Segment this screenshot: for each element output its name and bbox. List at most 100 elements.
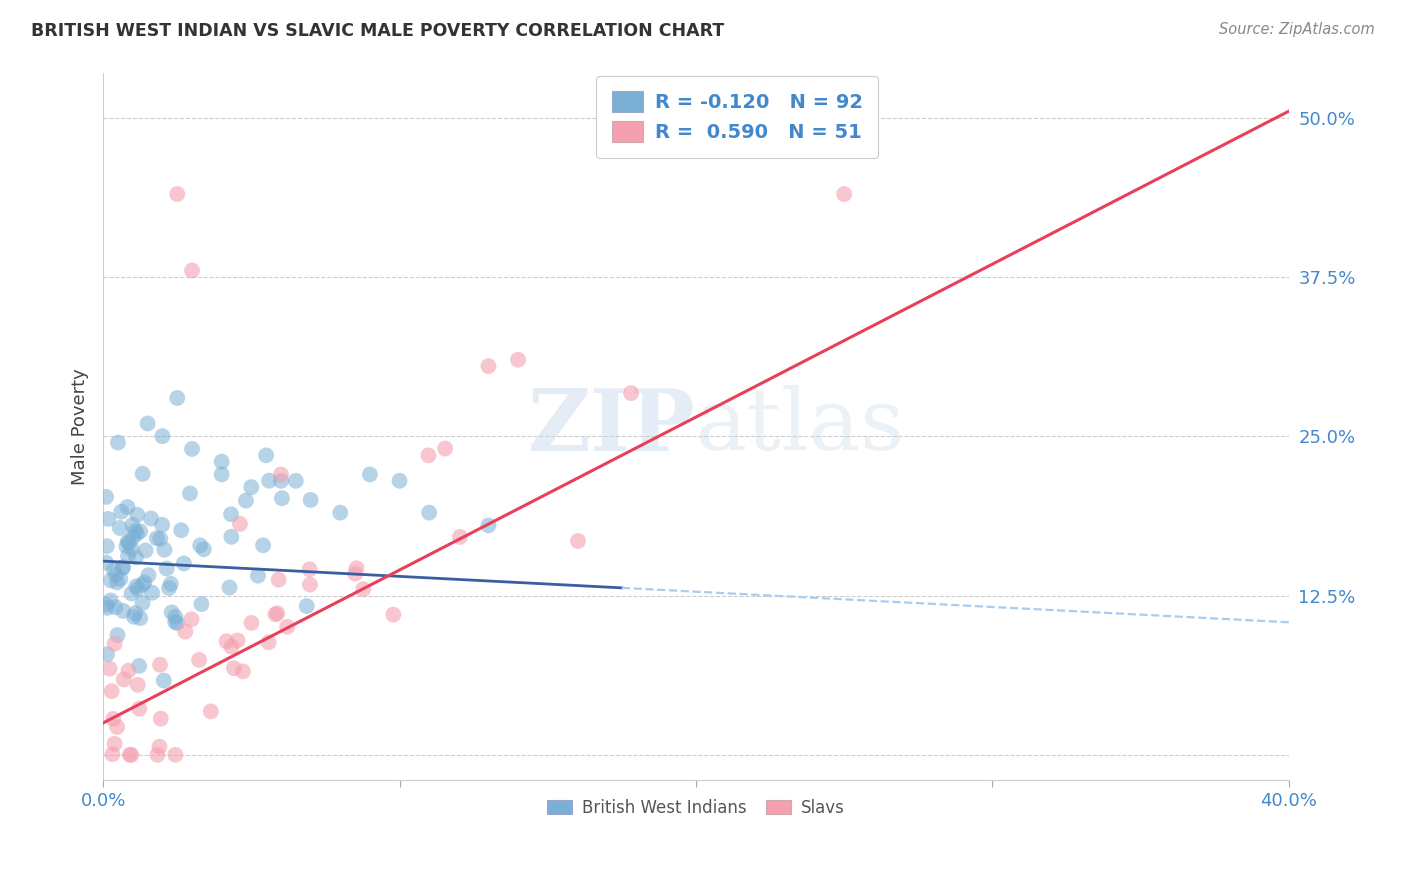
Point: [148, 739, 170, 754]
Point: [139, 511, 162, 525]
Point: [111, 560, 134, 574]
Point: [128, 702, 150, 716]
Point: [240, 615, 263, 630]
Point: [215, 634, 238, 648]
Point: [181, 263, 204, 277]
Point: [174, 624, 197, 639]
Point: [96, 600, 118, 615]
Point: [418, 448, 440, 462]
Point: [235, 493, 257, 508]
Point: [226, 633, 249, 648]
Point: [152, 429, 174, 443]
Point: [107, 435, 129, 450]
Text: atlas: atlas: [696, 385, 905, 468]
Point: [246, 568, 269, 582]
Point: [112, 673, 135, 687]
Point: [166, 391, 188, 405]
Point: [211, 455, 233, 469]
Point: [117, 534, 139, 549]
Point: [115, 539, 138, 553]
Point: [107, 628, 129, 642]
Point: [135, 543, 157, 558]
Point: [352, 582, 374, 596]
Point: [112, 604, 135, 618]
Point: [96, 647, 118, 661]
Point: [136, 417, 159, 431]
Point: [117, 500, 139, 514]
Point: [149, 712, 172, 726]
Point: [121, 518, 143, 533]
Point: [153, 542, 176, 557]
Point: [98, 662, 121, 676]
Point: [270, 467, 292, 482]
Point: [329, 506, 352, 520]
Point: [388, 474, 411, 488]
Point: [103, 712, 125, 726]
Point: [97, 512, 120, 526]
Point: [111, 560, 134, 574]
Point: [165, 610, 187, 624]
Point: [299, 492, 322, 507]
Text: ZIP: ZIP: [529, 384, 696, 468]
Point: [382, 607, 405, 622]
Point: [219, 508, 242, 522]
Point: [232, 665, 254, 679]
Point: [298, 562, 321, 576]
Point: [221, 640, 243, 654]
Point: [449, 530, 471, 544]
Point: [146, 531, 169, 545]
Point: [94, 598, 117, 612]
Point: [267, 573, 290, 587]
Point: [138, 568, 160, 582]
Point: [254, 448, 277, 462]
Point: [156, 561, 179, 575]
Point: [104, 567, 127, 582]
Point: [121, 586, 143, 600]
Point: [221, 530, 243, 544]
Point: [127, 508, 149, 522]
Point: [170, 523, 193, 537]
Point: [200, 704, 222, 718]
Point: [266, 607, 288, 621]
Point: [346, 561, 368, 575]
Point: [257, 474, 280, 488]
Point: [434, 442, 457, 456]
Point: [218, 581, 240, 595]
Point: [128, 659, 150, 673]
Point: [179, 486, 201, 500]
Point: [188, 653, 211, 667]
Point: [125, 526, 148, 541]
Point: [157, 581, 180, 595]
Point: [131, 467, 153, 481]
Point: [477, 518, 499, 533]
Point: [100, 684, 122, 698]
Point: [165, 747, 187, 762]
Point: [94, 556, 117, 570]
Point: [252, 538, 274, 552]
Text: BRITISH WEST INDIAN VS SLAVIC MALE POVERTY CORRELATION CHART: BRITISH WEST INDIAN VS SLAVIC MALE POVER…: [31, 22, 724, 40]
Point: [132, 577, 155, 591]
Point: [124, 524, 146, 538]
Point: [122, 609, 145, 624]
Point: [222, 661, 245, 675]
Point: [124, 606, 146, 620]
Point: [134, 575, 156, 590]
Point: [240, 480, 263, 494]
Point: [141, 585, 163, 599]
Point: [101, 747, 124, 762]
Point: [118, 536, 141, 550]
Point: [118, 747, 141, 762]
Point: [121, 541, 143, 556]
Point: [229, 516, 252, 531]
Point: [344, 566, 367, 581]
Point: [131, 596, 153, 610]
Point: [832, 187, 855, 202]
Point: [110, 572, 132, 586]
Point: [127, 582, 149, 596]
Point: [298, 577, 321, 591]
Point: [105, 720, 128, 734]
Point: [103, 563, 125, 577]
Point: [152, 673, 174, 688]
Point: [120, 747, 142, 762]
Point: [284, 474, 307, 488]
